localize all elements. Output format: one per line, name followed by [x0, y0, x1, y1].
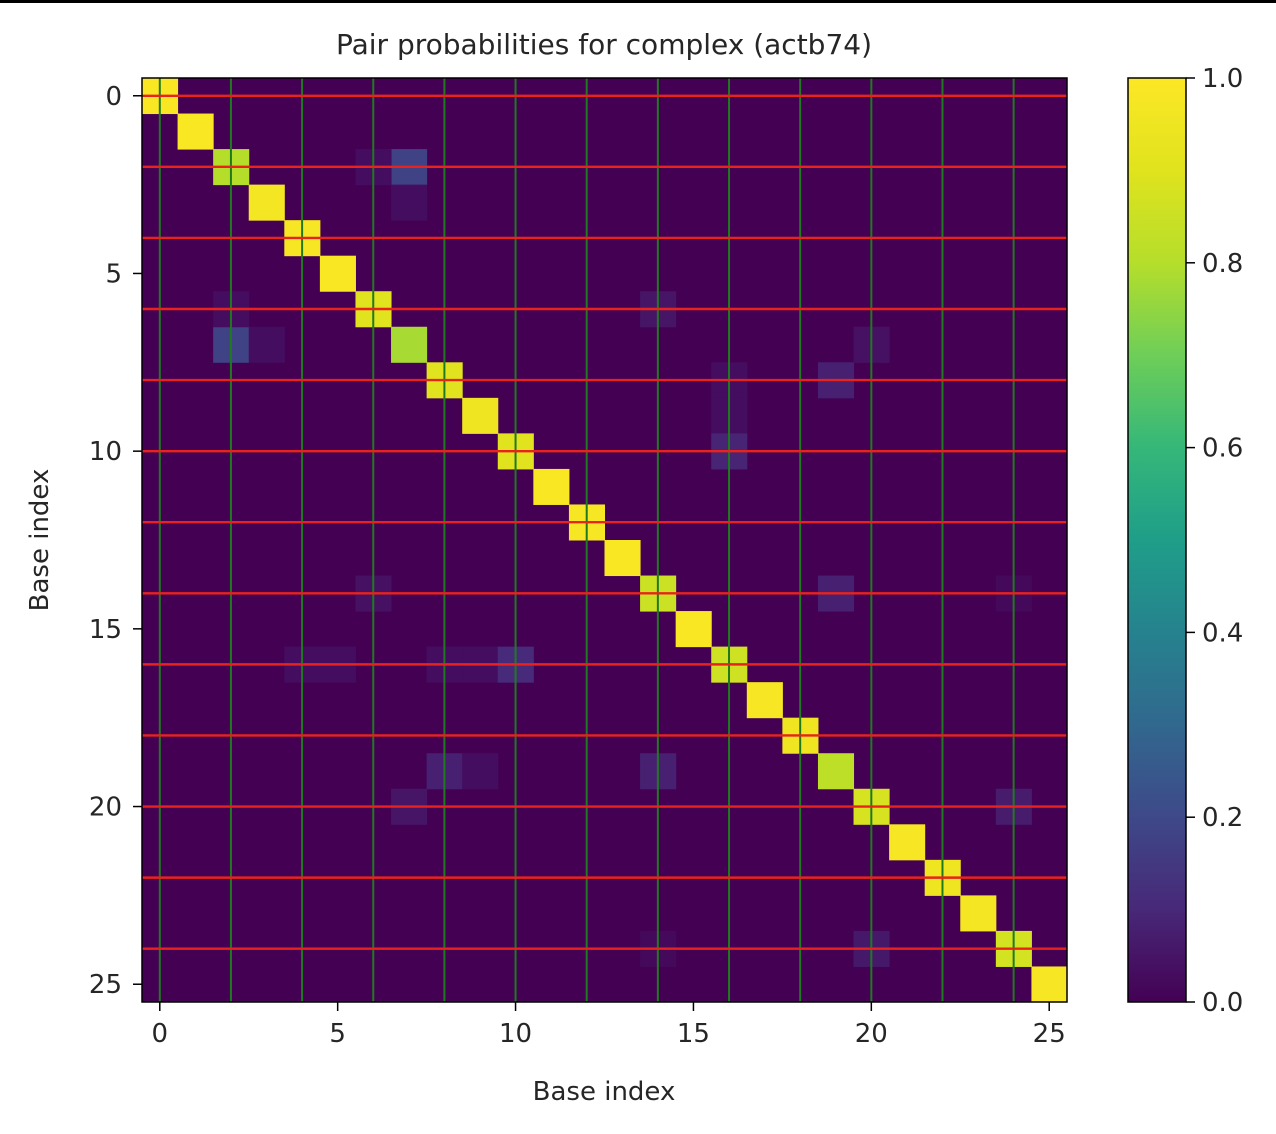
- heatmap-cell: [462, 753, 499, 790]
- heatmap-diagonal-cell: [248, 184, 285, 221]
- colorbar-tick-label: 0.8: [1202, 249, 1243, 279]
- y-tick-label: 0: [105, 82, 122, 112]
- heatmap-diagonal-cell: [675, 611, 712, 648]
- x-tick-label: 15: [677, 1019, 710, 1049]
- y-axis-label: Base index: [25, 469, 55, 612]
- x-tick-label: 20: [855, 1019, 888, 1049]
- heatmap-diagonal-cell: [533, 468, 570, 505]
- x-tick-label: 0: [152, 1019, 169, 1049]
- heatmap-diagonal-cell: [889, 824, 926, 861]
- heatmap-diagonal-cell: [604, 540, 641, 577]
- chart-title: Pair probabilities for complex (actb74): [336, 28, 872, 61]
- heatmap-diagonal-cell: [746, 682, 783, 719]
- colorbar-tick-label: 1.0: [1202, 64, 1243, 94]
- colorbar-tick-label: 0.4: [1202, 618, 1243, 648]
- x-tick-label: 5: [329, 1019, 346, 1049]
- colorbar: [1127, 77, 1187, 1003]
- y-tick-label: 25: [89, 970, 122, 1000]
- x-tick-label: 25: [1033, 1019, 1066, 1049]
- x-tick-label: 10: [499, 1019, 532, 1049]
- y-tick-label: 20: [89, 793, 122, 823]
- colorbar-tick-label: 0.2: [1202, 803, 1243, 833]
- plot-frame: [141, 77, 1068, 1003]
- heatmap-diagonal-cell: [462, 397, 499, 434]
- colorbar-tick-label: 0.0: [1202, 988, 1243, 1018]
- heatmap-diagonal-cell: [319, 255, 356, 292]
- heatmap-diagonal-cell: [960, 895, 997, 932]
- x-axis-label: Base index: [533, 1077, 676, 1107]
- heatmap-diagonal-cell: [817, 753, 855, 790]
- colorbar-tick-label: 0.6: [1202, 434, 1243, 464]
- y-tick-label: 15: [89, 615, 122, 645]
- top-border: [0, 0, 1276, 3]
- heatmap-cell: [248, 326, 285, 363]
- heatmap-diagonal-cell: [391, 326, 428, 363]
- y-tick-label: 5: [105, 259, 122, 289]
- heatmap-diagonal-cell: [1031, 966, 1067, 1002]
- heatmap-cell: [391, 184, 428, 221]
- y-tick-label: 10: [89, 437, 122, 467]
- heatmap-diagonal-cell: [177, 113, 214, 150]
